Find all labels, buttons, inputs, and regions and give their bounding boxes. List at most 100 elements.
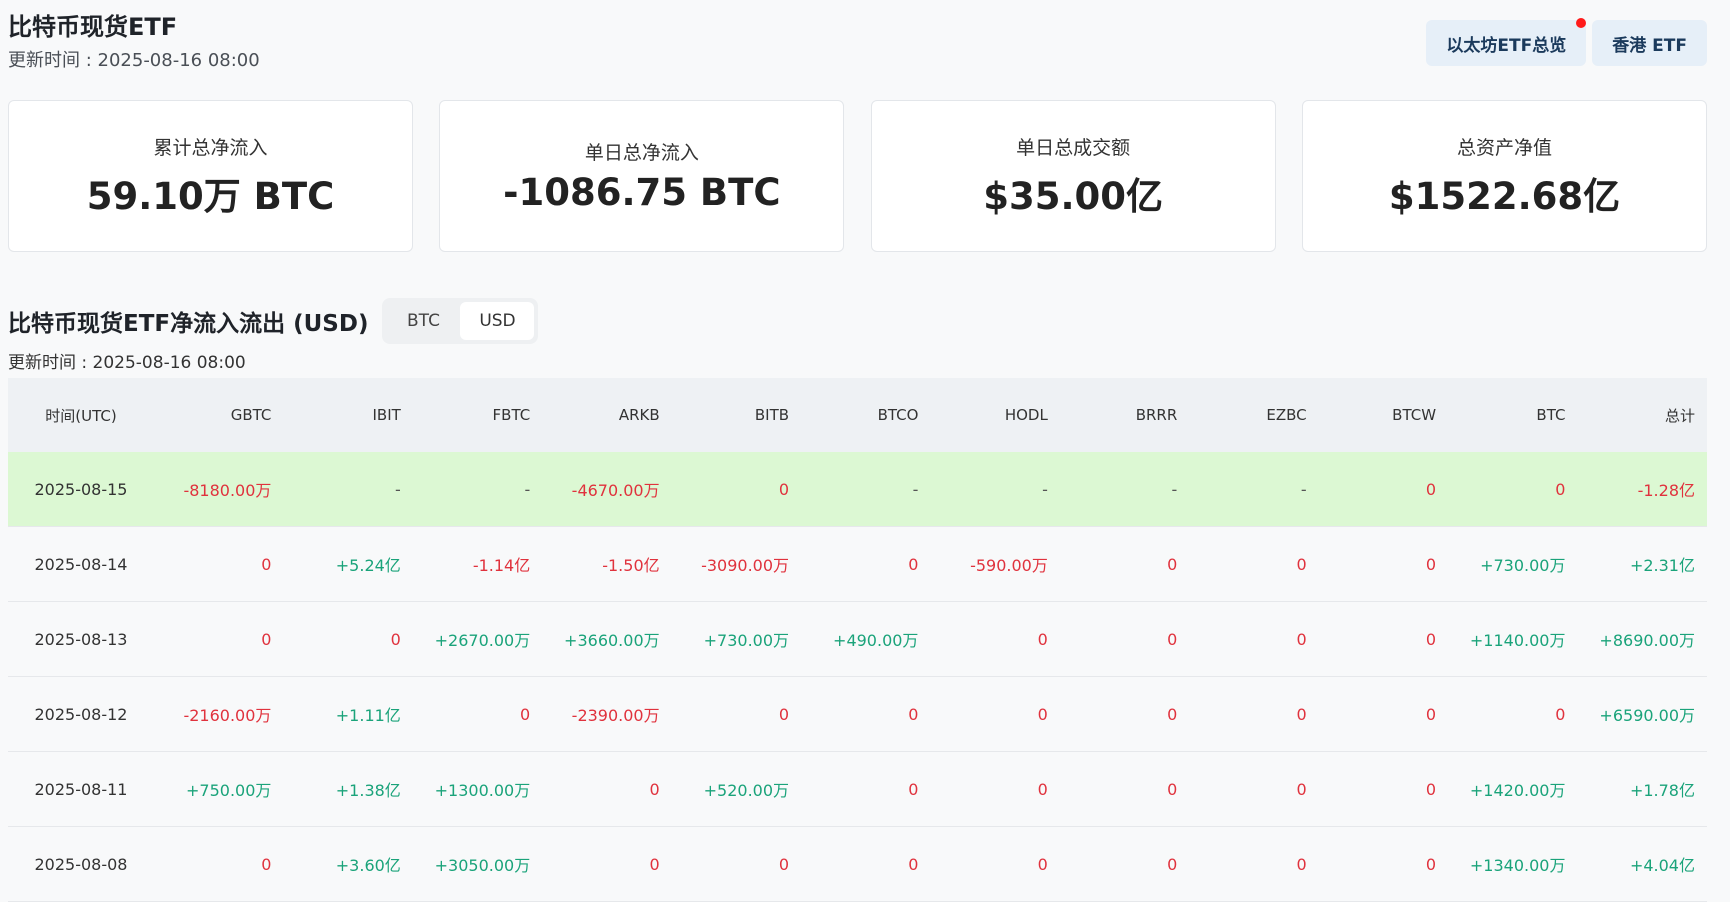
flow-cell: - (801, 452, 931, 527)
column-header: BRRR (1059, 378, 1190, 452)
column-header: IBIT (283, 378, 413, 452)
column-header: FBTC (412, 378, 543, 452)
card-value: $35.00亿 (983, 174, 1164, 218)
column-header: GBTC (154, 378, 284, 452)
flow-cell: -2390.00万 (542, 676, 672, 752)
flow-cell: 0 (1059, 826, 1190, 902)
flow-cell: - (1189, 452, 1319, 527)
flow-cell: 0 (671, 676, 802, 752)
card-label: 总资产净值 (1456, 136, 1552, 159)
date-cell: 2025-08-11 (8, 751, 154, 827)
table-row: 2025-08-12 -2160.00万 +1.11亿 0 -2390.00万 0 0 0 0 0… (8, 676, 1707, 752)
flow-cell: 0 (930, 751, 1060, 827)
column-header: ARKB (542, 378, 672, 452)
flow-cell: 0 (542, 751, 672, 827)
flow-section-header: 比特币现货ETF净流入流出 (USD) BTC USD (8, 298, 539, 344)
flow-cell: +1.38亿 (283, 751, 413, 827)
flow-cell: 0 (283, 601, 413, 677)
flow-cell: -2160.00万 (154, 676, 284, 752)
flow-cell: +2.31亿 (1577, 526, 1707, 602)
date-cell: 2025-08-15 (8, 452, 154, 527)
date-cell: 2025-08-14 (8, 526, 154, 602)
flow-cell: +6590.00万 (1577, 676, 1707, 752)
hk-etf-button[interactable]: 香港 ETF (1592, 20, 1707, 66)
flow-cell: - (930, 452, 1060, 527)
flow-cell: 0 (671, 826, 802, 902)
flow-cell: -3090.00万 (671, 526, 802, 602)
flow-cell: +4.04亿 (1577, 826, 1707, 902)
flow-cell: +1300.00万 (412, 751, 543, 827)
card-daily-inflow: 单日总净流入 -1086.75 BTC (439, 100, 845, 252)
column-header: BITB (671, 378, 802, 452)
flow-cell: +1420.00万 (1448, 751, 1578, 827)
column-header: BTCO (801, 378, 931, 452)
flow-cell: 0 (671, 452, 802, 527)
flow-cell: -1.14亿 (412, 526, 543, 602)
update-time: 更新时间 : 2025-08-16 08:00 (8, 50, 260, 71)
flow-cell: 0 (801, 676, 931, 752)
card-label: 单日总成交额 (1016, 136, 1131, 159)
column-header: 时间(UTC) (8, 378, 154, 452)
flow-cell: +5.24亿 (283, 526, 413, 602)
notification-dot-icon (1576, 18, 1587, 28)
flow-cell: +1340.00万 (1448, 826, 1578, 902)
flow-cell: 0 (154, 826, 284, 902)
flow-cell: -8180.00万 (154, 452, 284, 527)
column-header: HODL (930, 378, 1060, 452)
page-header: 比特币现货ETF 更新时间 : 2025-08-16 08:00 (8, 10, 260, 72)
flow-cell: 0 (1318, 751, 1449, 827)
flow-table: 时间(UTC) GBTC IBIT FBTC ARKB BITB BTCO HODL BRRR E… (8, 378, 1707, 902)
table-row: 2025-08-15 -8180.00万 - - -4670.00万 0- - - -0 0 -1.… (8, 452, 1707, 527)
eth-etf-overview-label: 以太坊ETF总览 (1446, 35, 1567, 56)
card-total-nav: 总资产净值 $1522.68亿 (1301, 100, 1707, 252)
flow-cell: 0 (1189, 751, 1319, 827)
flow-cell: 0 (1189, 676, 1319, 752)
flow-cell: 0 (801, 526, 931, 602)
flow-cell: +1140.00万 (1448, 601, 1578, 677)
flow-cell: - (283, 452, 413, 527)
flow-cell: - (412, 452, 543, 527)
section-update-time: 更新时间 : 2025-08-16 08:00 (8, 353, 246, 373)
flow-cell: 0 (1059, 676, 1190, 752)
unit-toggle: BTC USD (382, 298, 539, 344)
toggle-usd[interactable]: USD (460, 302, 535, 340)
table-body: 2025-08-15 -8180.00万 - - -4670.00万 0- - - -0 0 -1.… (8, 452, 1707, 902)
column-header: BTC (1448, 378, 1578, 452)
flow-cell: 0 (1189, 826, 1319, 902)
card-daily-volume: 单日总成交额 $35.00亿 (870, 100, 1276, 252)
table-row: 2025-08-11 +750.00万 +1.38亿 +1300.00万 0 +520.0… (8, 751, 1707, 827)
column-header: EZBC (1189, 378, 1319, 452)
toggle-btc[interactable]: BTC (407, 311, 440, 331)
table-row: 2025-08-14 0 +5.24亿 -1.14亿 -1.50亿 -3090.00万 0-… (8, 526, 1707, 602)
card-value: 59.10万 BTC (86, 174, 335, 218)
flow-cell: +3050.00万 (412, 826, 543, 902)
flow-cell: - (1059, 452, 1190, 527)
eth-etf-overview-button[interactable]: 以太坊ETF总览 (1426, 18, 1587, 66)
flow-cell: +3.60亿 (283, 826, 413, 902)
flow-cell: 0 (930, 826, 1060, 902)
flow-cell: -1.50亿 (542, 526, 672, 602)
date-cell: 2025-08-12 (8, 676, 154, 752)
flow-cell: +750.00万 (154, 751, 284, 827)
card-cumulative-inflow: 累计总净流入 59.10万 BTC (8, 100, 413, 252)
flow-cell: 0 (1318, 601, 1449, 677)
flow-cell: 0 (1318, 826, 1449, 902)
flow-cell: 0 (930, 601, 1060, 677)
card-value: -1086.75 BTC (503, 171, 781, 214)
table-row: 2025-08-13 0 0 +2670.00万 +3660.00万 +730.00万 +4… (8, 601, 1707, 677)
flow-cell: +730.00万 (1448, 526, 1578, 602)
flow-cell: 0 (1059, 601, 1190, 677)
flow-table-container: 时间(UTC) GBTC IBIT FBTC ARKB BITB BTCO HODL BRRR E… (8, 378, 1707, 902)
flow-cell: +730.00万 (671, 601, 802, 677)
flow-cell: -4670.00万 (542, 452, 672, 527)
hk-etf-label: 香港 ETF (1612, 35, 1687, 56)
flow-cell: 0 (1318, 452, 1449, 527)
flow-cell: 0 (1189, 601, 1319, 677)
flow-cell: 0 (1318, 526, 1449, 602)
card-value: $1522.68亿 (1388, 174, 1621, 218)
flow-cell: +2670.00万 (412, 601, 543, 677)
card-label: 单日总净流入 (584, 142, 699, 164)
flow-cell: 0 (1448, 676, 1578, 752)
summary-cards: 累计总净流入 59.10万 BTC 单日总净流入 -1086.75 BTC 单日… (8, 100, 1707, 252)
top-buttons: 以太坊ETF总览 香港 ETF (1426, 18, 1707, 66)
